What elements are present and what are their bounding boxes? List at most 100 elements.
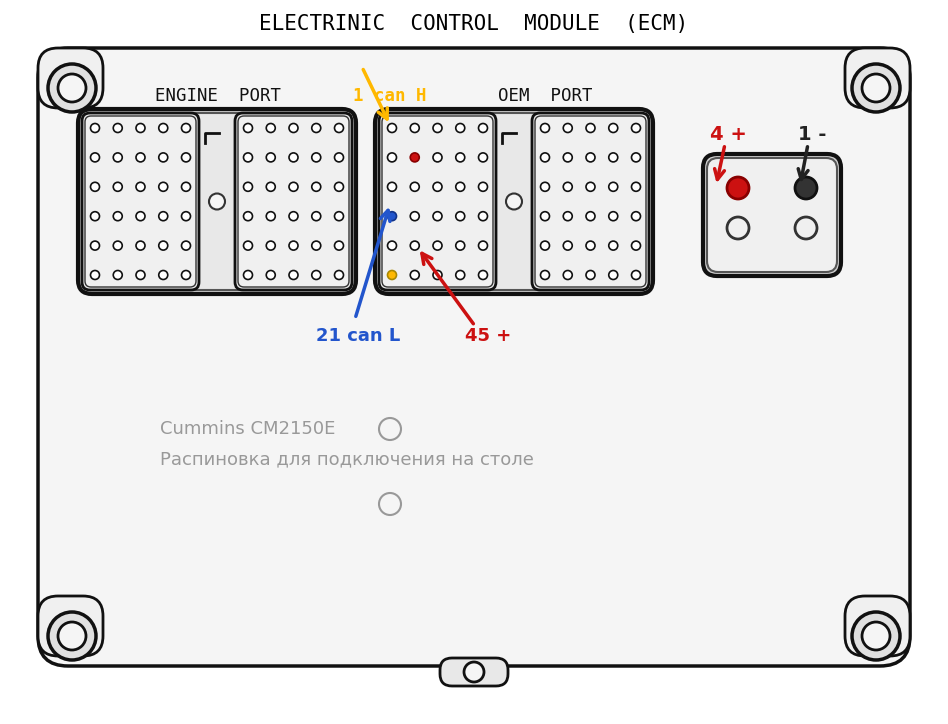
Circle shape	[113, 153, 122, 162]
Circle shape	[289, 271, 298, 279]
Circle shape	[312, 182, 320, 191]
FancyBboxPatch shape	[845, 596, 910, 656]
Circle shape	[586, 211, 595, 221]
Circle shape	[456, 211, 465, 221]
Circle shape	[244, 124, 252, 132]
Circle shape	[433, 211, 442, 221]
Circle shape	[335, 211, 343, 221]
Circle shape	[563, 241, 573, 250]
Circle shape	[136, 241, 145, 250]
Circle shape	[136, 124, 145, 132]
Text: 21 can L: 21 can L	[316, 327, 400, 345]
FancyBboxPatch shape	[535, 116, 646, 287]
Circle shape	[181, 124, 191, 132]
Circle shape	[113, 124, 122, 132]
FancyBboxPatch shape	[375, 109, 653, 294]
FancyBboxPatch shape	[532, 113, 649, 290]
Circle shape	[266, 182, 275, 191]
Circle shape	[289, 241, 298, 250]
FancyBboxPatch shape	[235, 113, 352, 290]
Text: 1 -: 1 -	[798, 125, 827, 143]
Circle shape	[631, 124, 641, 132]
FancyBboxPatch shape	[379, 113, 496, 290]
Circle shape	[312, 153, 320, 162]
Circle shape	[289, 124, 298, 132]
Circle shape	[540, 241, 550, 250]
Circle shape	[158, 271, 168, 279]
Circle shape	[433, 271, 442, 279]
Circle shape	[631, 182, 641, 191]
Circle shape	[586, 182, 595, 191]
Circle shape	[609, 153, 618, 162]
Circle shape	[586, 271, 595, 279]
Circle shape	[312, 124, 320, 132]
FancyBboxPatch shape	[379, 113, 649, 290]
Circle shape	[631, 153, 641, 162]
Text: OEM  PORT: OEM PORT	[498, 87, 592, 105]
Circle shape	[631, 241, 641, 250]
Text: 1 can H: 1 can H	[354, 87, 427, 105]
Circle shape	[289, 211, 298, 221]
Circle shape	[312, 241, 320, 250]
Circle shape	[289, 153, 298, 162]
Circle shape	[58, 74, 86, 102]
Circle shape	[158, 153, 168, 162]
Circle shape	[464, 662, 484, 682]
Circle shape	[136, 182, 145, 191]
FancyBboxPatch shape	[85, 116, 196, 287]
Circle shape	[90, 241, 100, 250]
Circle shape	[609, 271, 618, 279]
Circle shape	[289, 182, 298, 191]
Circle shape	[540, 153, 550, 162]
Circle shape	[181, 153, 191, 162]
Circle shape	[862, 74, 890, 102]
Circle shape	[90, 182, 100, 191]
Circle shape	[727, 217, 749, 239]
Text: Cummins CM2150E: Cummins CM2150E	[160, 420, 336, 438]
Circle shape	[479, 211, 487, 221]
Circle shape	[335, 182, 343, 191]
Circle shape	[456, 241, 465, 250]
FancyBboxPatch shape	[440, 658, 508, 686]
Circle shape	[410, 124, 419, 132]
FancyBboxPatch shape	[38, 48, 910, 666]
Circle shape	[244, 182, 252, 191]
Circle shape	[388, 241, 396, 250]
Circle shape	[58, 622, 86, 650]
Circle shape	[609, 182, 618, 191]
Circle shape	[312, 211, 320, 221]
Circle shape	[335, 153, 343, 162]
Circle shape	[563, 153, 573, 162]
Circle shape	[266, 124, 275, 132]
Circle shape	[433, 182, 442, 191]
Circle shape	[479, 241, 487, 250]
Circle shape	[540, 271, 550, 279]
FancyBboxPatch shape	[82, 113, 352, 290]
Text: ENGINE  PORT: ENGINE PORT	[155, 87, 281, 105]
Circle shape	[456, 182, 465, 191]
Circle shape	[433, 124, 442, 132]
FancyBboxPatch shape	[707, 158, 837, 272]
Circle shape	[540, 211, 550, 221]
Circle shape	[479, 153, 487, 162]
Circle shape	[90, 271, 100, 279]
Circle shape	[410, 153, 419, 162]
Circle shape	[388, 153, 396, 162]
Circle shape	[379, 493, 401, 515]
Circle shape	[540, 182, 550, 191]
Circle shape	[266, 241, 275, 250]
Circle shape	[181, 241, 191, 250]
Circle shape	[631, 271, 641, 279]
Circle shape	[479, 271, 487, 279]
FancyBboxPatch shape	[38, 596, 103, 656]
Circle shape	[335, 241, 343, 250]
Circle shape	[90, 211, 100, 221]
Circle shape	[335, 124, 343, 132]
Circle shape	[181, 182, 191, 191]
Circle shape	[410, 182, 419, 191]
Circle shape	[312, 271, 320, 279]
Circle shape	[158, 211, 168, 221]
Circle shape	[456, 124, 465, 132]
Circle shape	[266, 271, 275, 279]
Circle shape	[266, 211, 275, 221]
